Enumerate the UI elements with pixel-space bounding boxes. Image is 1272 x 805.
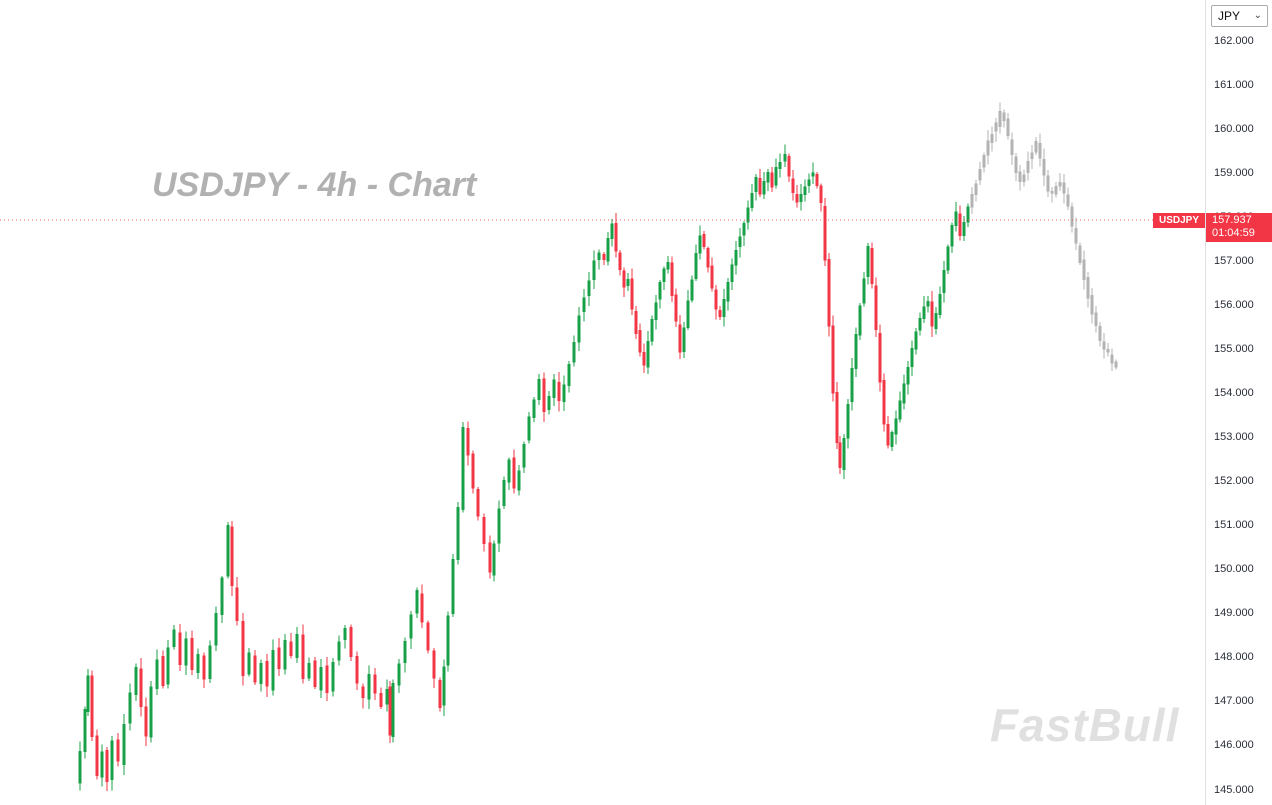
price-axis-tick: 154.000: [1214, 386, 1254, 399]
price-axis-tick: 148.000: [1214, 651, 1254, 664]
chevron-down-icon: ⌄: [1253, 10, 1262, 21]
price-axis-tick: 155.000: [1214, 342, 1254, 355]
current-price-symbol-label: USDJPY: [1152, 212, 1205, 228]
chart-title-watermark: USDJPY - 4h - Chart: [152, 166, 477, 204]
bar-countdown: 01:04:59: [1212, 226, 1255, 239]
price-axis-tick: 145.000: [1214, 783, 1254, 796]
price-axis-tick: 147.000: [1214, 695, 1254, 708]
price-axis-tick: 149.000: [1214, 607, 1254, 620]
price-axis-tick: 150.000: [1214, 563, 1254, 576]
candlestick-chart[interactable]: USDJPY - 4h - Chart FastBull USDJPY: [0, 0, 1205, 805]
price-axis-tick: 159.000: [1214, 166, 1254, 179]
price-axis-tick: 161.000: [1214, 78, 1254, 91]
currency-select-value: JPY: [1218, 9, 1241, 23]
price-axis-tick: 153.000: [1214, 431, 1254, 444]
current-price-badge: 157.937 01:04:59: [1206, 212, 1272, 242]
candles-plot: [0, 102, 1205, 792]
currency-select[interactable]: JPY ⌄: [1211, 5, 1268, 27]
price-axis-tick: 151.000: [1214, 519, 1254, 532]
price-axis-tick: 156.000: [1214, 298, 1254, 311]
price-axis[interactable]: JPY ⌄ 162.000161.000160.000159.000158.00…: [1205, 0, 1272, 805]
price-axis-tick: 146.000: [1214, 739, 1254, 752]
price-axis-tick: 162.000: [1214, 34, 1254, 47]
current-price-value: 157.937: [1212, 213, 1252, 226]
price-axis-tick: 152.000: [1214, 475, 1254, 488]
price-axis-tick: 160.000: [1214, 122, 1254, 135]
price-axis-tick: 157.000: [1214, 254, 1254, 267]
fastbull-brand-watermark: FastBull: [990, 699, 1180, 751]
